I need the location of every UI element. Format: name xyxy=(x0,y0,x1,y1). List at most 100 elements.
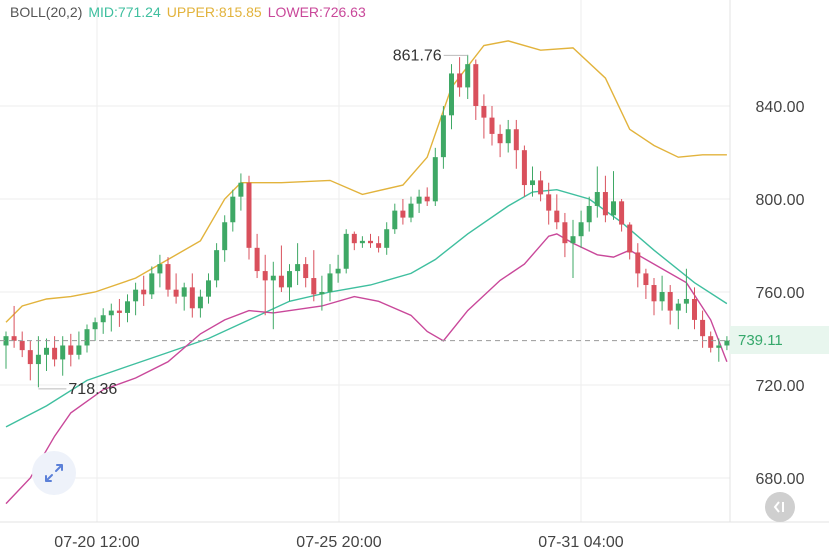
expand-chart-button[interactable] xyxy=(32,451,76,495)
high-price-label: 861.76 xyxy=(393,47,442,64)
candle-body xyxy=(35,354,41,365)
candle-body xyxy=(230,196,236,223)
candle-body xyxy=(384,229,390,248)
candle xyxy=(214,243,220,288)
candle-body xyxy=(133,289,139,302)
candle xyxy=(440,106,446,169)
x-axis: 07-20 12:00 07-25 20:00 07-31 04:00 xyxy=(54,534,624,551)
candle-body xyxy=(60,345,66,360)
candle xyxy=(270,261,276,330)
candles xyxy=(3,54,730,388)
candle xyxy=(716,338,722,362)
candle xyxy=(481,94,487,139)
candle xyxy=(84,324,90,353)
candle-body xyxy=(254,247,260,272)
candle-body xyxy=(400,210,406,218)
candle xyxy=(635,243,641,288)
x-tick-label: 07-20 12:00 xyxy=(54,534,140,551)
candle xyxy=(92,317,98,341)
candle xyxy=(173,273,179,304)
candle xyxy=(473,59,479,120)
candle-body xyxy=(303,264,309,279)
candle xyxy=(408,196,414,223)
candle-body xyxy=(376,243,382,248)
candle xyxy=(254,233,260,279)
candle-body xyxy=(724,340,730,346)
candle-body xyxy=(481,106,487,118)
candle xyxy=(384,222,390,255)
candle-body xyxy=(586,205,592,223)
candle-body xyxy=(319,292,325,295)
candle xyxy=(52,336,58,367)
candle xyxy=(521,145,527,197)
candle-body xyxy=(562,222,568,244)
candle-body xyxy=(3,336,9,346)
boll-legend: BOLL(20,2) MID:771.24 UPPER:815.85 LOWER:72… xyxy=(10,4,372,20)
candle xyxy=(222,215,228,262)
candle-body xyxy=(197,296,203,309)
candle-body xyxy=(262,271,268,281)
candle xyxy=(246,175,252,260)
bollinger-bands xyxy=(5,40,728,505)
candle-body xyxy=(359,240,365,244)
candle-body xyxy=(173,289,179,297)
candle xyxy=(181,282,187,311)
candle xyxy=(343,229,349,274)
candle-body xyxy=(165,264,171,290)
candle xyxy=(108,303,114,332)
candle-body xyxy=(368,240,373,244)
candle-body xyxy=(513,129,519,151)
candle-body xyxy=(92,322,98,330)
candle xyxy=(351,231,357,251)
upper-band-line xyxy=(5,40,727,323)
current-price-tag: 739.11 xyxy=(730,326,829,354)
candle xyxy=(278,245,284,292)
candle-body xyxy=(700,319,706,337)
candle xyxy=(457,57,463,97)
candle-body xyxy=(667,292,673,311)
y-tick-label: 760.00 xyxy=(756,285,805,302)
candle xyxy=(627,222,633,260)
candle xyxy=(368,233,373,248)
candle-body xyxy=(44,347,49,355)
scroll-to-latest-button[interactable] xyxy=(765,492,795,522)
candle-body xyxy=(643,273,649,286)
candle-body xyxy=(19,340,25,351)
candle xyxy=(376,236,382,253)
candle xyxy=(602,175,608,223)
candle-body xyxy=(189,287,195,309)
y-tick-label: 840.00 xyxy=(756,99,805,116)
x-tick-label: 07-25 20:00 xyxy=(296,534,382,551)
candle xyxy=(262,254,268,316)
candle-body xyxy=(108,310,114,316)
candle-body xyxy=(206,280,211,297)
candle xyxy=(578,210,584,248)
candle xyxy=(141,275,147,306)
current-price: 739.11 xyxy=(738,331,783,349)
candle-body xyxy=(214,250,220,281)
candle-body xyxy=(675,303,681,311)
candle-body xyxy=(84,329,90,346)
candle-body xyxy=(278,275,284,288)
candle-body xyxy=(505,129,511,144)
candle-body xyxy=(11,336,17,341)
candle xyxy=(594,166,600,218)
candle xyxy=(295,243,301,286)
candle-body xyxy=(530,180,535,186)
candle xyxy=(133,282,139,316)
candle-body xyxy=(238,182,244,197)
candle xyxy=(149,266,155,299)
candle-body xyxy=(635,252,641,274)
candle xyxy=(27,340,33,381)
candle-body xyxy=(327,273,333,292)
lower-band-line xyxy=(5,233,728,505)
candle-body xyxy=(627,224,633,253)
candle xyxy=(497,124,503,158)
candle xyxy=(651,278,657,316)
candle xyxy=(546,182,552,225)
candle-body xyxy=(659,292,665,302)
candle xyxy=(449,64,454,130)
candle-body xyxy=(100,315,106,323)
candle xyxy=(35,336,41,388)
